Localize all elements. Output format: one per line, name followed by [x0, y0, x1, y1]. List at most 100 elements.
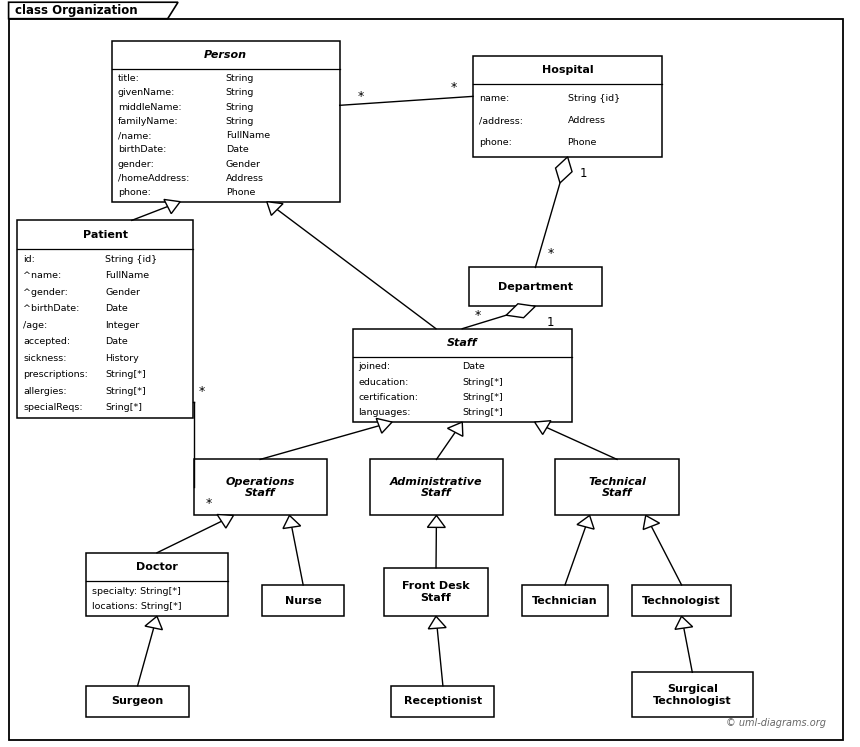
Text: String {id}: String {id} [568, 94, 620, 103]
Polygon shape [577, 515, 594, 529]
Text: familyName:: familyName: [118, 117, 178, 125]
Text: Phone: Phone [225, 188, 255, 197]
Text: String[*]: String[*] [105, 371, 146, 379]
Bar [384, 568, 488, 616]
Text: Staff: Staff [447, 338, 477, 348]
Text: specialty: String[*]: specialty: String[*] [92, 586, 181, 595]
Text: History: History [105, 354, 139, 363]
Text: specialReqs:: specialReqs: [23, 403, 83, 412]
Text: accepted:: accepted: [23, 337, 71, 347]
Text: String[*]: String[*] [463, 408, 503, 417]
Text: Operations
Staff: Operations Staff [225, 477, 295, 498]
Text: sickness:: sickness: [23, 354, 67, 363]
Text: Administrative
Staff: Administrative Staff [390, 477, 482, 498]
Text: /homeAddress:: /homeAddress: [118, 174, 189, 183]
Polygon shape [427, 515, 445, 527]
Polygon shape [267, 202, 283, 215]
Text: Surgical
Technologist: Surgical Technologist [653, 684, 732, 705]
Text: middleName:: middleName: [118, 102, 181, 111]
Text: Technical
Staff: Technical Staff [588, 477, 646, 498]
Text: Hospital: Hospital [542, 65, 593, 75]
Polygon shape [447, 422, 463, 436]
Text: Technician: Technician [532, 595, 598, 606]
Text: String[*]: String[*] [105, 387, 146, 396]
Text: Department: Department [498, 282, 573, 292]
Text: gender:: gender: [118, 160, 155, 169]
Text: ^birthDate:: ^birthDate: [23, 304, 80, 313]
Bar [555, 459, 679, 515]
Text: *: * [451, 81, 458, 94]
Text: Address: Address [568, 116, 605, 125]
Text: String {id}: String {id} [105, 255, 157, 264]
Text: birthDate:: birthDate: [118, 146, 166, 155]
Text: String: String [225, 102, 254, 111]
Polygon shape [428, 616, 446, 629]
Text: Patient: Patient [83, 229, 128, 240]
Text: 1: 1 [580, 167, 587, 180]
Text: phone:: phone: [479, 138, 512, 147]
Polygon shape [643, 515, 660, 530]
Bar [469, 267, 602, 306]
Text: Date: Date [463, 362, 485, 371]
Bar [370, 459, 503, 515]
Text: Front Desk
Staff: Front Desk Staff [402, 581, 470, 603]
Text: id:: id: [23, 255, 35, 264]
Text: Integer: Integer [105, 320, 139, 330]
Text: title:: title: [118, 74, 139, 83]
Bar [112, 41, 340, 202]
Text: Sring[*]: Sring[*] [105, 403, 143, 412]
Polygon shape [217, 515, 234, 528]
Text: Gender: Gender [105, 288, 140, 297]
Text: Nurse: Nurse [285, 595, 322, 606]
Text: String: String [225, 74, 254, 83]
Bar [194, 459, 327, 515]
Bar [632, 672, 752, 717]
Text: Doctor: Doctor [136, 562, 178, 572]
Text: ^gender:: ^gender: [23, 288, 68, 297]
Text: © uml-diagrams.org: © uml-diagrams.org [726, 719, 826, 728]
Text: *: * [548, 247, 554, 261]
Text: FullName: FullName [225, 131, 270, 140]
Text: 1: 1 [547, 316, 555, 329]
Text: prescriptions:: prescriptions: [23, 371, 88, 379]
Text: String[*]: String[*] [463, 377, 503, 386]
Text: phone:: phone: [118, 188, 150, 197]
Text: Date: Date [105, 304, 128, 313]
Bar [522, 585, 608, 616]
Text: education:: education: [359, 377, 409, 386]
Text: givenName:: givenName: [118, 88, 175, 97]
Text: /name:: /name: [118, 131, 151, 140]
Text: Date: Date [105, 337, 128, 347]
Text: /age:: /age: [23, 320, 47, 330]
Bar [353, 329, 572, 422]
Bar [473, 56, 662, 157]
Polygon shape [507, 304, 535, 317]
Polygon shape [145, 616, 163, 630]
Polygon shape [9, 2, 178, 19]
Text: *: * [358, 90, 365, 103]
Text: String: String [225, 88, 254, 97]
Text: FullName: FullName [105, 271, 150, 280]
Polygon shape [535, 421, 551, 435]
Bar [86, 686, 189, 717]
Text: Address: Address [225, 174, 264, 183]
Text: Date: Date [225, 146, 249, 155]
Text: certification:: certification: [359, 393, 419, 402]
Polygon shape [675, 616, 692, 629]
Text: Person: Person [205, 50, 248, 61]
Text: joined:: joined: [359, 362, 390, 371]
Text: Phone: Phone [568, 138, 597, 147]
Bar [391, 686, 494, 717]
Text: *: * [199, 385, 206, 398]
Text: locations: String[*]: locations: String[*] [92, 602, 181, 611]
Text: class Organization: class Organization [15, 4, 138, 17]
Text: Gender: Gender [225, 160, 261, 169]
Text: languages:: languages: [359, 408, 411, 417]
Text: Surgeon: Surgeon [112, 696, 163, 707]
Text: name:: name: [479, 94, 509, 103]
Bar [86, 553, 228, 616]
Polygon shape [164, 199, 181, 214]
Bar [632, 585, 731, 616]
Polygon shape [376, 418, 392, 433]
Text: Receptionist: Receptionist [404, 696, 482, 707]
